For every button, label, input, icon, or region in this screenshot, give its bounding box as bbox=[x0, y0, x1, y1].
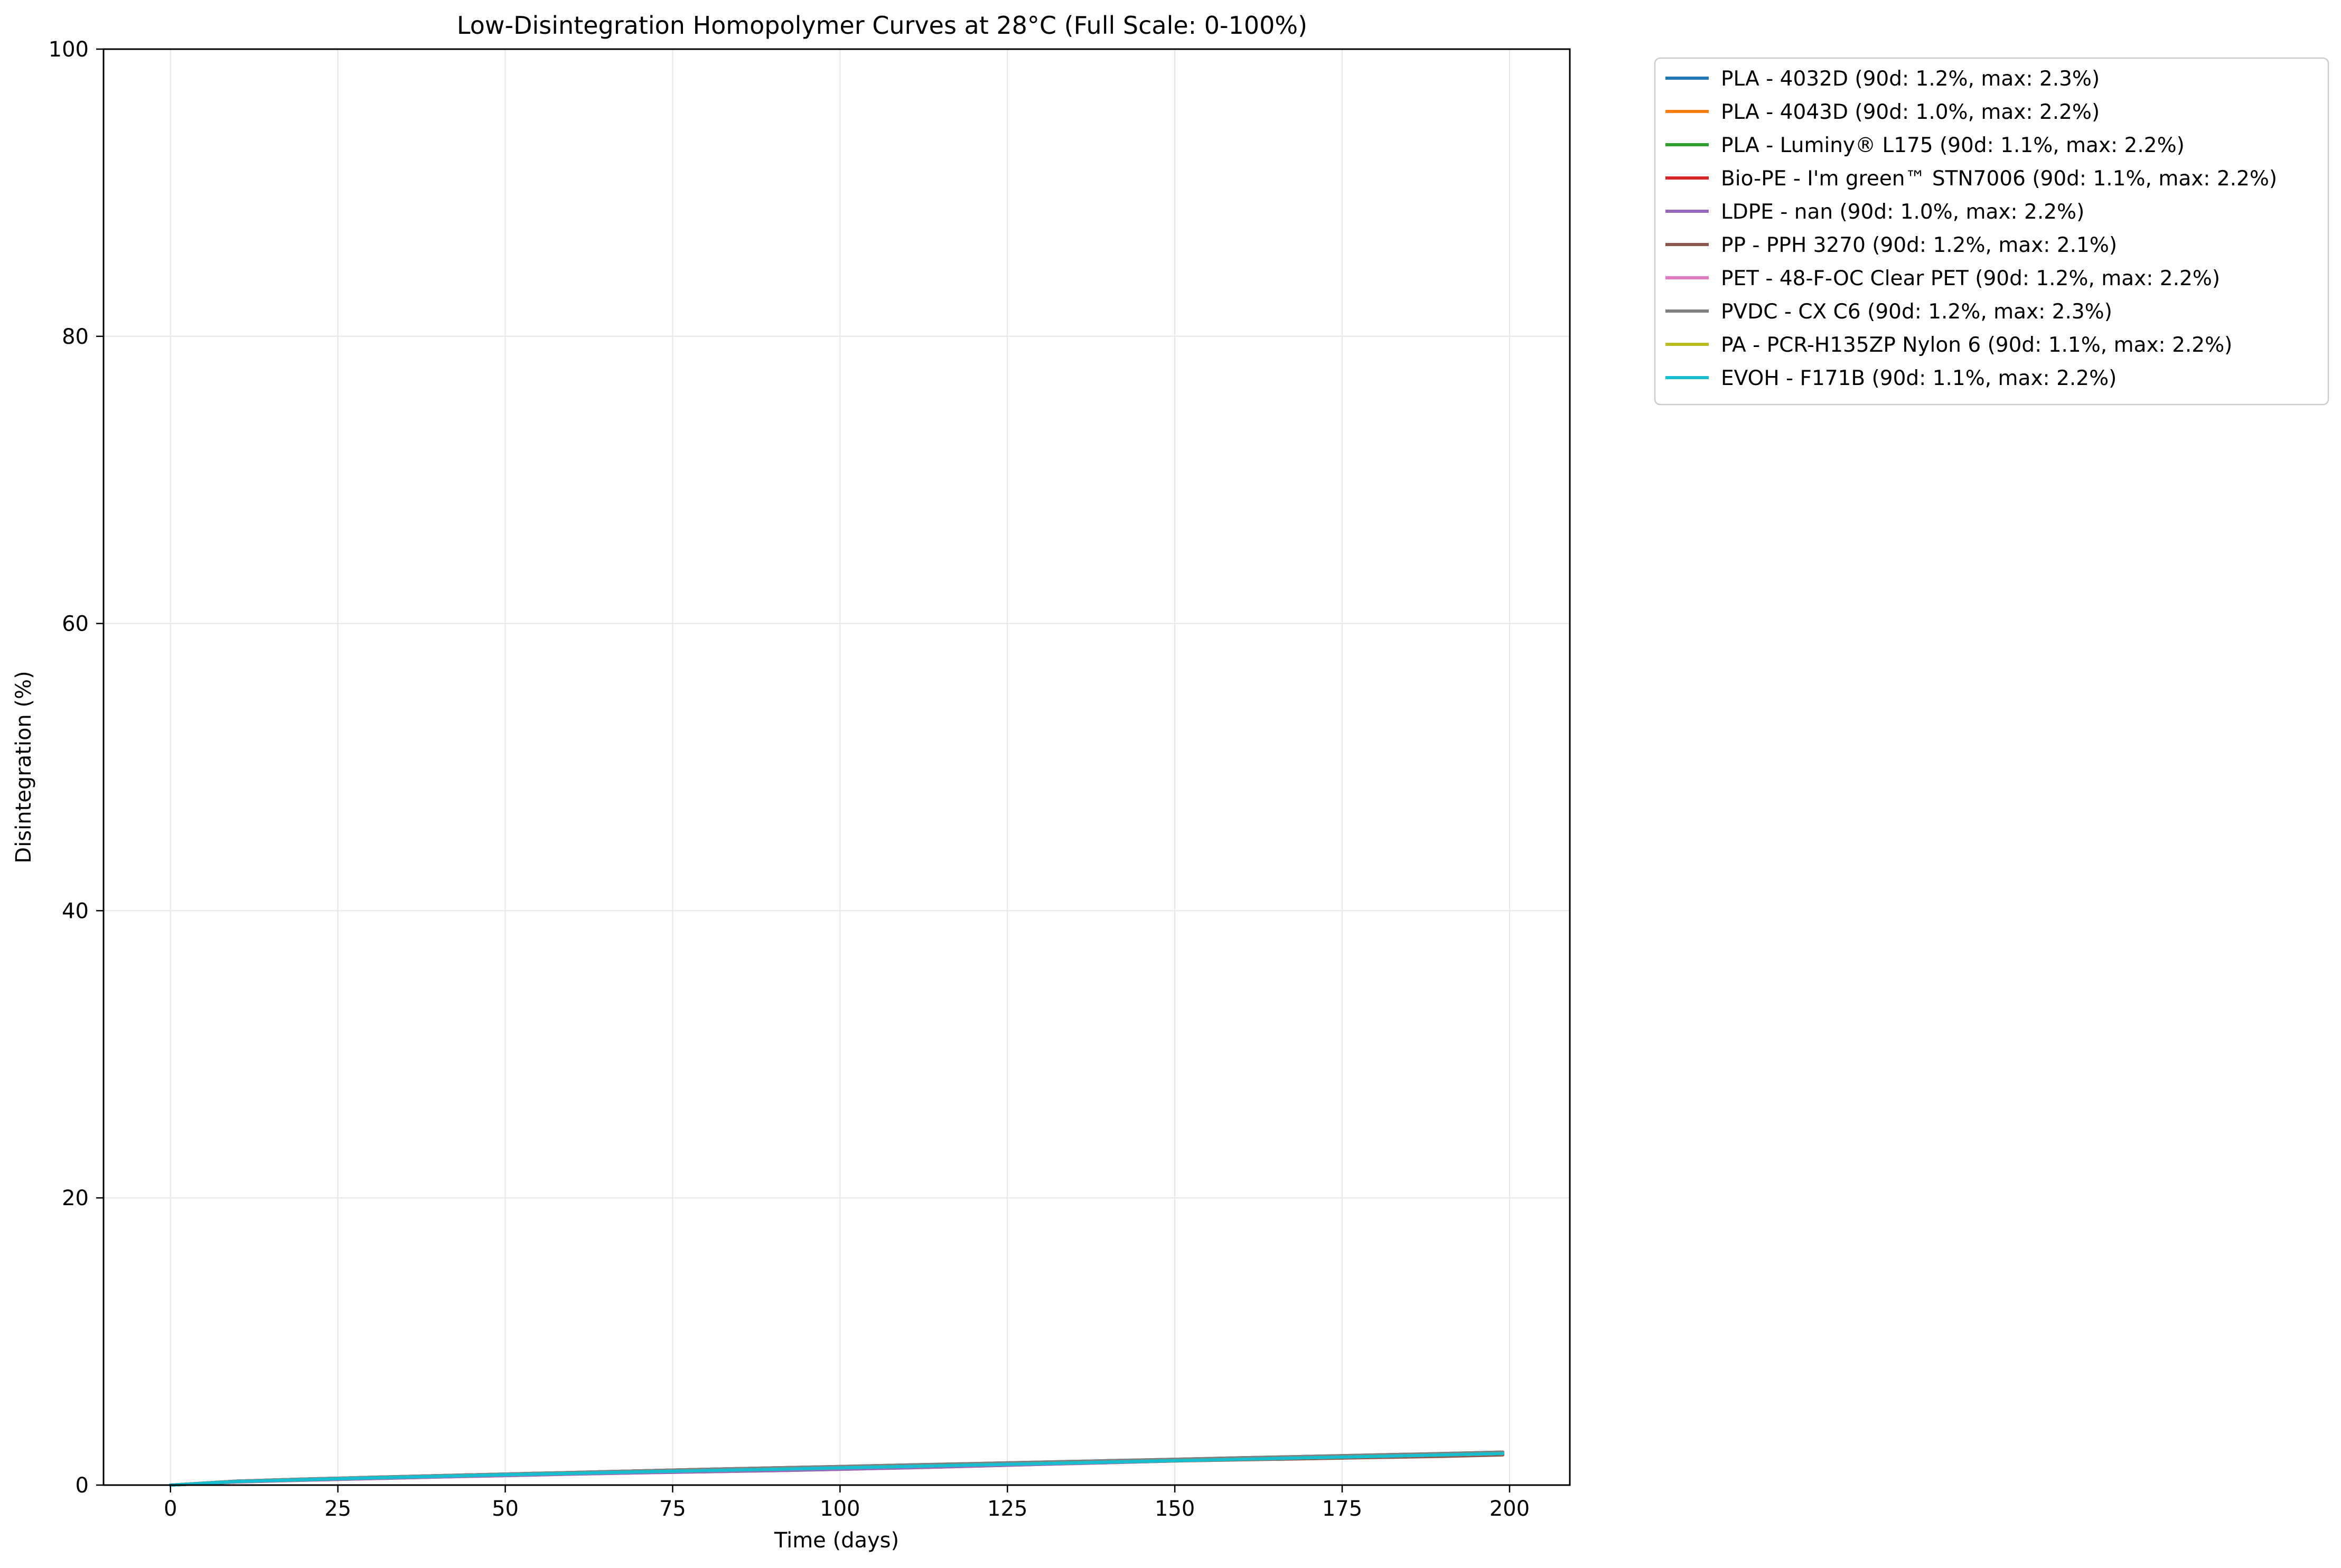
legend-box bbox=[1654, 57, 2329, 406]
legend-label: Bio-PE - I'm green™ STN7006 (90d: 1.1%, … bbox=[1721, 167, 2277, 191]
x-axis-title: Time (days) bbox=[774, 1528, 899, 1553]
y-tick-label: 60 bbox=[62, 612, 89, 636]
plot-area-frame bbox=[102, 48, 1571, 1486]
x-tick-label: 0 bbox=[164, 1497, 177, 1521]
legend-label: PVDC - CX C6 (90d: 1.2%, max: 2.3%) bbox=[1721, 300, 2112, 324]
legend-label: PP - PPH 3270 (90d: 1.2%, max: 2.1%) bbox=[1721, 233, 2117, 257]
x-tick-label: 125 bbox=[987, 1497, 1027, 1521]
y-axis-title: Disintegration (%) bbox=[12, 671, 36, 863]
series-line bbox=[168, 1452, 1505, 1487]
y-tick-label: 0 bbox=[76, 1473, 89, 1498]
y-tick-label: 20 bbox=[62, 1186, 89, 1210]
y-tick-label: 40 bbox=[62, 899, 89, 923]
axis-ticks: 0 25 50 75 100 125 150 175 200 0 20 40 60 80 100 bbox=[49, 37, 1530, 1521]
legend-label: PLA - Luminy® L175 (90d: 1.1%, max: 2.2%… bbox=[1721, 134, 2185, 157]
legend-label: PLA - 4032D (90d: 1.2%, max: 2.3%) bbox=[1721, 67, 2100, 91]
legend-label: EVOH - F171B (90d: 1.1%, max: 2.2%) bbox=[1721, 367, 2117, 390]
x-tick-label: 50 bbox=[492, 1497, 519, 1521]
x-tick-label: 200 bbox=[1490, 1497, 1530, 1521]
x-tick-label: 175 bbox=[1322, 1497, 1362, 1521]
series-lines bbox=[168, 1450, 1505, 1487]
legend: PLA - 4032D (90d: 1.2%, max: 2.3%) PLA - … bbox=[1654, 57, 2329, 406]
chart-title: Low-Disintegration Homopolymer Curves at… bbox=[457, 11, 1307, 40]
legend-label: LDPE - nan (90d: 1.0%, max: 2.2%) bbox=[1721, 200, 2084, 224]
legend-label: PLA - 4043D (90d: 1.0%, max: 2.2%) bbox=[1721, 100, 2100, 124]
x-tick-label: 25 bbox=[324, 1497, 351, 1521]
y-tick-label: 80 bbox=[62, 325, 89, 349]
x-tick-label: 100 bbox=[820, 1497, 860, 1521]
y-tick-label: 100 bbox=[49, 37, 89, 62]
legend-label: PET - 48-F-OC Clear PET (90d: 1.2%, max:… bbox=[1721, 267, 2220, 290]
legend-label: PA - PCR-H135ZP Nylon 6 (90d: 1.1%, max:… bbox=[1721, 333, 2232, 357]
x-tick-label: 150 bbox=[1155, 1497, 1195, 1521]
x-tick-label: 75 bbox=[659, 1497, 686, 1521]
